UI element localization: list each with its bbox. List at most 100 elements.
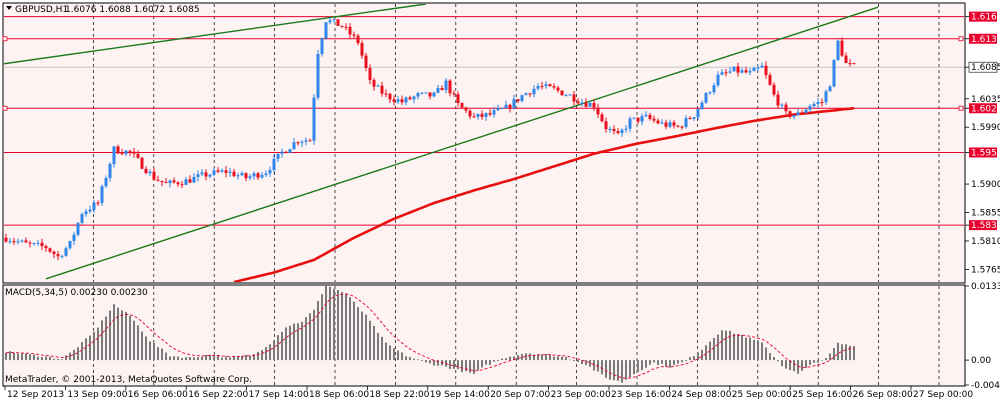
macd-bar (189, 357, 191, 361)
candle-body (476, 113, 480, 117)
candle-body (480, 113, 484, 117)
macd-bar (117, 307, 119, 361)
candle-body (28, 242, 32, 244)
candle-body (344, 26, 348, 28)
time-tick-label: 25 Sep 16:00 (792, 390, 852, 400)
candle-body (648, 114, 652, 119)
candle-body (76, 222, 80, 235)
candle-body (696, 109, 700, 118)
time-tick: 17 Sep 14:00 (246, 386, 309, 400)
price-tick: 1.5835 (965, 220, 1000, 231)
horizontal-levels[interactable] (2, 16, 964, 226)
candle-body (444, 80, 448, 91)
candle-body (248, 176, 252, 179)
candle-body (188, 179, 192, 183)
candle-body (548, 84, 552, 87)
macd-bar (593, 360, 595, 371)
price-tick: 1.6020 (965, 103, 1000, 114)
candle-body (468, 110, 472, 117)
candle-body (660, 122, 664, 124)
price-tick-label: 1.6130 (971, 35, 1000, 45)
candle-body (8, 241, 12, 243)
level-handle[interactable] (958, 36, 964, 42)
time-tick-label: 27 Sep 00:00 (913, 390, 973, 400)
macd-bar (5, 352, 7, 361)
candle-body (304, 140, 308, 142)
candle-body (120, 153, 124, 155)
macd-bar (765, 347, 767, 361)
candle-body (140, 157, 144, 169)
macd-bar (357, 307, 359, 361)
macd-bar (233, 356, 235, 361)
macd-bar (489, 360, 491, 365)
time-scale[interactable]: 12 Sep 2013 13 Sep 09:00 16 Sep 06:00 16 Se… (4, 386, 973, 400)
macd-bar (517, 355, 519, 361)
macd-bar (49, 356, 51, 361)
candle-body (280, 151, 284, 154)
macd-tick-label: 0.01336 (971, 282, 1000, 292)
candle-body (420, 92, 424, 94)
candle-body (612, 129, 616, 132)
candle-body (300, 141, 304, 143)
level-handle[interactable] (958, 105, 964, 111)
macd-bar (829, 353, 831, 361)
macd-bar (77, 347, 79, 361)
level-handle[interactable] (2, 36, 8, 42)
trendline[interactable] (45, 6, 879, 280)
trendlines[interactable] (2, 4, 879, 280)
macd-bar (113, 304, 115, 361)
candle-body (12, 241, 16, 243)
macd-bar (493, 360, 495, 362)
candle-body (268, 169, 272, 174)
macd-bar (681, 360, 683, 363)
macd-bar (129, 315, 131, 361)
candle-body (816, 102, 820, 105)
moving-average (233, 106, 855, 282)
candle-body (656, 120, 660, 124)
macd-bar (53, 358, 55, 361)
candle-body (568, 94, 572, 96)
candle-body (680, 126, 684, 128)
candle-body (84, 211, 88, 215)
macd-bar (777, 360, 779, 362)
symbol-label: GBPUSD,H1 (15, 5, 68, 15)
candle-body (736, 66, 740, 73)
time-tick: 26 Sep 08:00 (850, 386, 913, 400)
time-tick: 27 Sep 00:00 (910, 386, 973, 400)
candle-body (108, 164, 112, 179)
candle-body (276, 153, 280, 159)
macd-bar (241, 355, 243, 361)
chart-menu-triangle-icon[interactable] (6, 6, 12, 10)
macd-bar (481, 360, 483, 368)
macd-bar (837, 342, 839, 361)
macd-bar (701, 349, 703, 361)
candle-body (572, 94, 576, 102)
macd-bar (853, 346, 855, 361)
macd-bar (329, 286, 331, 361)
macd-bar (757, 341, 759, 361)
macd-bar (453, 360, 455, 369)
macd-bar (385, 342, 387, 361)
candle-body (412, 96, 416, 100)
level-handle[interactable] (2, 105, 8, 111)
macd-bar (93, 331, 95, 361)
macd-bar (677, 360, 679, 364)
candle-body (528, 93, 532, 95)
candle-body (228, 171, 232, 173)
macd-bar (617, 360, 619, 381)
macd-bar (293, 323, 295, 361)
candle-body (504, 104, 508, 109)
candle-body (160, 180, 164, 183)
macd-bar (841, 344, 843, 361)
price-tick: 1.6035 (965, 95, 1000, 105)
macd-bar (485, 360, 487, 365)
price-tick: 1.5900 (965, 180, 1000, 190)
macd-bar (649, 360, 651, 365)
time-tick: 19 Sep 14:00 (427, 386, 490, 400)
trendline[interactable] (2, 4, 427, 65)
macd-bar (653, 360, 655, 363)
candle-body (212, 170, 216, 175)
macd-bar (753, 339, 755, 361)
